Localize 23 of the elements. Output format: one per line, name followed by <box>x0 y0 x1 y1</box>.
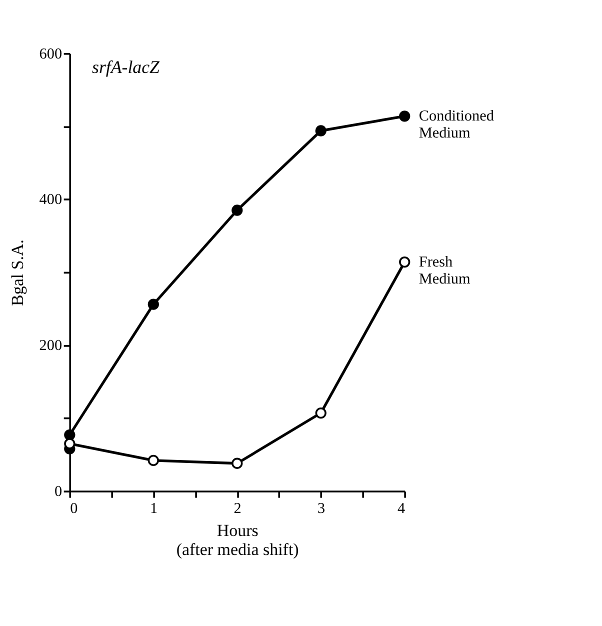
y-tick-label: 400 <box>39 191 62 208</box>
x-tick-label: 0 <box>70 500 78 517</box>
y-axis-title: Bgal S.A. <box>8 239 28 306</box>
series-label: Fresh Medium <box>418 254 471 288</box>
point <box>399 256 410 268</box>
y-tick-label: 0 <box>54 483 62 500</box>
point <box>399 110 410 122</box>
point <box>64 429 76 440</box>
point <box>315 125 326 136</box>
point <box>148 454 159 466</box>
point <box>232 458 243 469</box>
y-tick-label: 200 <box>39 337 62 354</box>
point <box>315 407 326 419</box>
x-tick-label: 4 <box>397 500 406 517</box>
x-tick-label: 3 <box>318 500 326 517</box>
series-label: Conditioned Medium <box>418 108 494 142</box>
x-axis-title: Hours (after media shift) <box>176 521 299 559</box>
x-tick-label: 2 <box>234 500 242 517</box>
point <box>232 204 243 216</box>
point <box>148 298 159 310</box>
chart-title: srfA-lacZ <box>92 57 161 78</box>
x-tick-label: 1 <box>150 500 158 517</box>
y-tick-label: 600 <box>39 45 62 62</box>
